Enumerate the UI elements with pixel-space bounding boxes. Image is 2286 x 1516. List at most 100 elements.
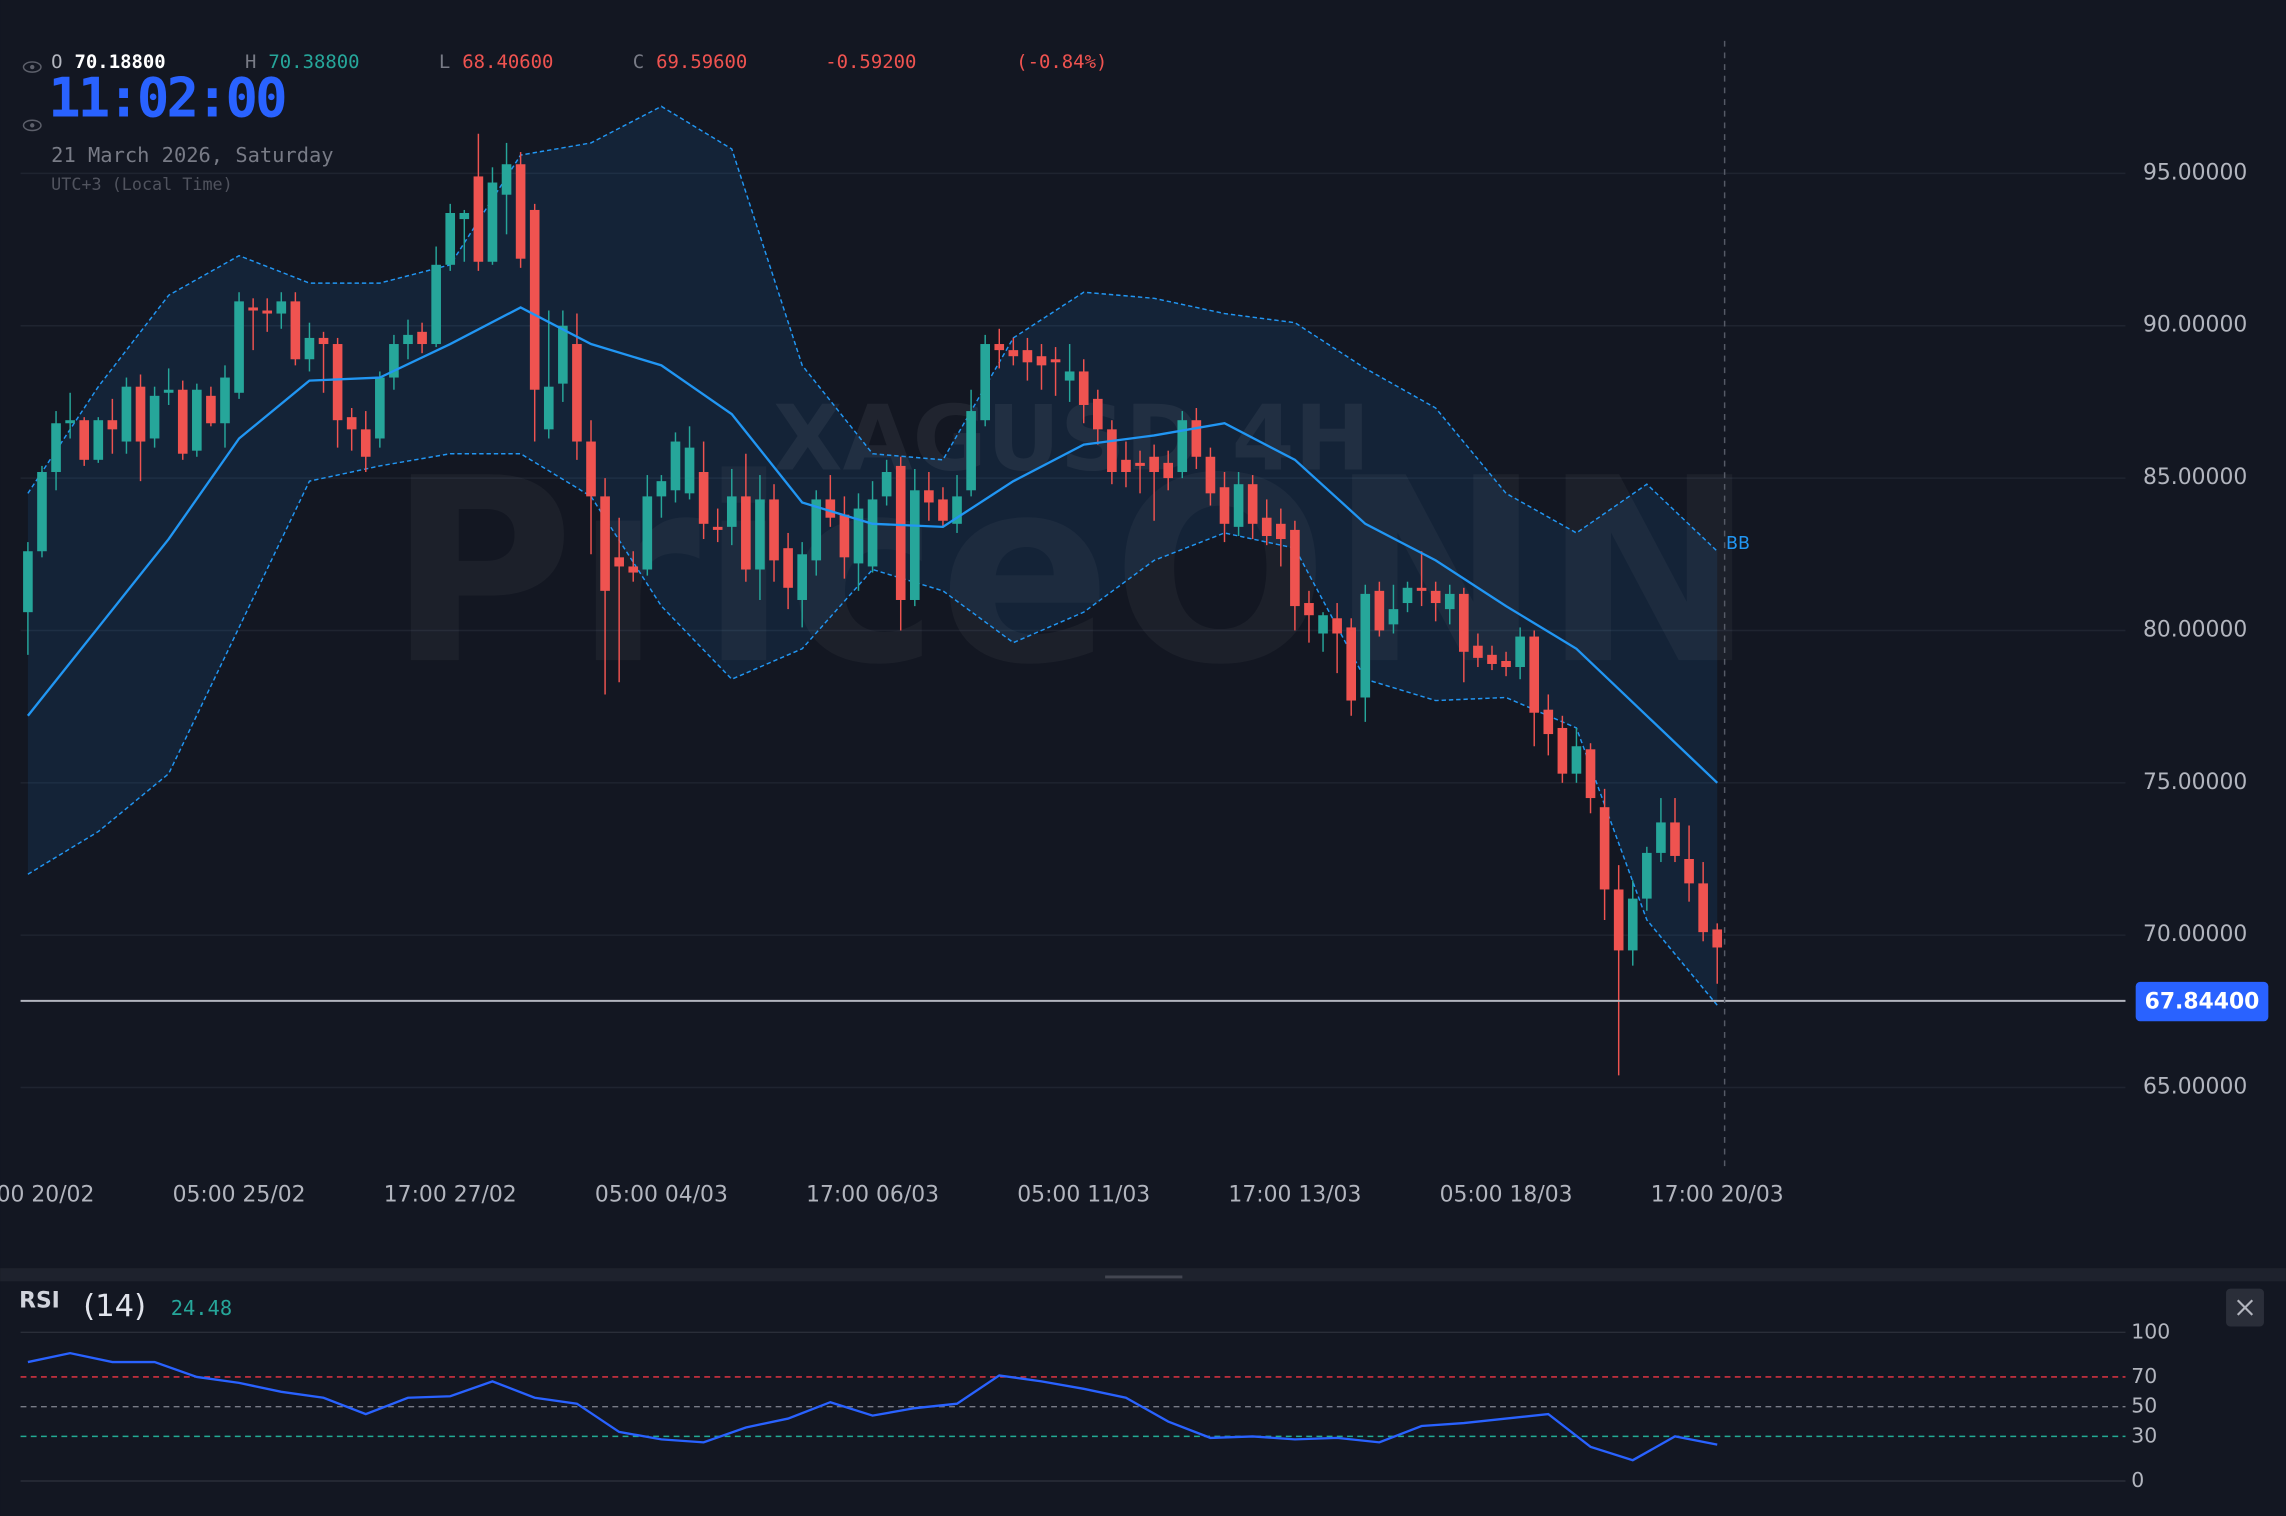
candle-body [1543, 709, 1554, 735]
rsi-tick-label: 50 [2131, 1394, 2157, 1418]
candle-body [684, 447, 695, 494]
close-icon[interactable] [2236, 1299, 2254, 1316]
candle-body [1698, 883, 1708, 933]
rsi-tick-label: 100 [2131, 1319, 2170, 1343]
candle-body [37, 472, 47, 552]
candle-body [177, 389, 188, 454]
candle-body [1585, 749, 1596, 799]
change-percent: (-0.84%) [1016, 51, 1107, 73]
watermark-brand: PriceONN [387, 424, 1755, 721]
low-value: 68.40600 [462, 51, 553, 73]
candle-body [304, 337, 315, 360]
candle-body [1473, 645, 1483, 658]
candle-body [1332, 618, 1342, 634]
candle-body [389, 344, 399, 378]
band-lower [27, 452, 1718, 1006]
candle-body [769, 499, 779, 561]
candle-body [1247, 484, 1258, 524]
close-pane-button[interactable] [2226, 1288, 2264, 1327]
rsi-tick-label: 70 [2131, 1364, 2157, 1388]
candle-body [1191, 420, 1202, 457]
candle-body [1402, 587, 1413, 604]
y-tick-label: 70.00000 [2143, 922, 2247, 947]
close-value: 69.59600 [656, 51, 747, 73]
candle-body [107, 420, 118, 430]
candle-body [360, 429, 371, 457]
candle-body [1205, 456, 1216, 494]
candle-body [149, 395, 160, 439]
x-tick-label: 17:00 27/02 [384, 1182, 517, 1207]
candle-body [628, 566, 639, 573]
candle-body [558, 325, 568, 384]
candle-body [867, 499, 878, 567]
y-tick-label: 90.00000 [2143, 313, 2247, 338]
candle-body [1684, 858, 1694, 884]
candle-body [1430, 590, 1441, 604]
clock: 11:02:00 [48, 67, 285, 130]
pane-separator[interactable] [0, 1268, 2286, 1282]
candle-body [473, 176, 484, 262]
candle-body [1501, 660, 1511, 668]
band-label: BB [1726, 534, 1750, 554]
candle-body [403, 334, 413, 345]
band-upper [27, 105, 1718, 552]
x-tick-label: 17:00 20/02 [0, 1182, 94, 1207]
candle-body [1121, 459, 1131, 473]
candle-body [755, 499, 765, 570]
candle-body [712, 526, 723, 530]
candle-body [1304, 603, 1314, 616]
candle-body [1642, 852, 1652, 899]
x-tick-label: 17:00 20/03 [1651, 1182, 1784, 1207]
candle-body [135, 386, 146, 442]
candle-body [417, 331, 427, 345]
candle-body [234, 301, 244, 393]
candle-body [501, 164, 512, 195]
candle-body [487, 182, 498, 262]
candle-body [938, 499, 948, 521]
candle-body [220, 377, 230, 424]
candle-body [1444, 593, 1455, 610]
candle-body [1557, 727, 1568, 774]
candle-body [1290, 529, 1300, 607]
candle-body [994, 344, 1005, 351]
x-tick-label: 17:00 13/03 [1228, 1182, 1361, 1207]
high-label: H [245, 51, 256, 73]
candle-body [93, 420, 104, 460]
rsi-legend: RSI (14) 24.48 [19, 1289, 232, 1324]
candle-body [248, 307, 258, 311]
candle-body [572, 344, 582, 442]
legend: O 70.18800 H 70.38800 L 68.40600 C 69.59… [22, 51, 1107, 194]
candle-body [642, 496, 653, 570]
candle-body [1107, 429, 1117, 473]
candle-body [1149, 456, 1159, 473]
candle-body [741, 496, 751, 570]
candle-body [1050, 359, 1061, 363]
close-label: C [633, 51, 644, 73]
y-tick-label: 85.00000 [2143, 465, 2247, 490]
x-tick-label: 05:00 04/03 [595, 1182, 728, 1207]
eye-icon [22, 119, 42, 132]
candle-body [1318, 615, 1328, 634]
candle-body [1036, 356, 1047, 366]
last-price-tag [2135, 981, 2269, 1022]
rsi-name: RSI [19, 1289, 60, 1314]
eye-icon [22, 61, 42, 73]
candle-body [980, 344, 990, 421]
rsi-line [27, 1351, 1718, 1462]
candle-body [332, 344, 343, 421]
candle-body [1177, 420, 1188, 473]
candle-body [1092, 398, 1103, 430]
candle-body [1233, 484, 1244, 527]
candle-body [346, 417, 357, 430]
rsi-tick-label: 0 [2131, 1468, 2144, 1492]
candle-body [1613, 889, 1624, 951]
candle-body [192, 389, 202, 451]
candle-body [1022, 350, 1033, 363]
rsi-period: (14) [83, 1289, 146, 1324]
candle-body [1219, 487, 1230, 524]
y-tick-label: 75.00000 [2143, 770, 2247, 795]
candle-body [529, 209, 540, 390]
candle-body [1416, 587, 1427, 591]
low-label: L [439, 51, 450, 73]
